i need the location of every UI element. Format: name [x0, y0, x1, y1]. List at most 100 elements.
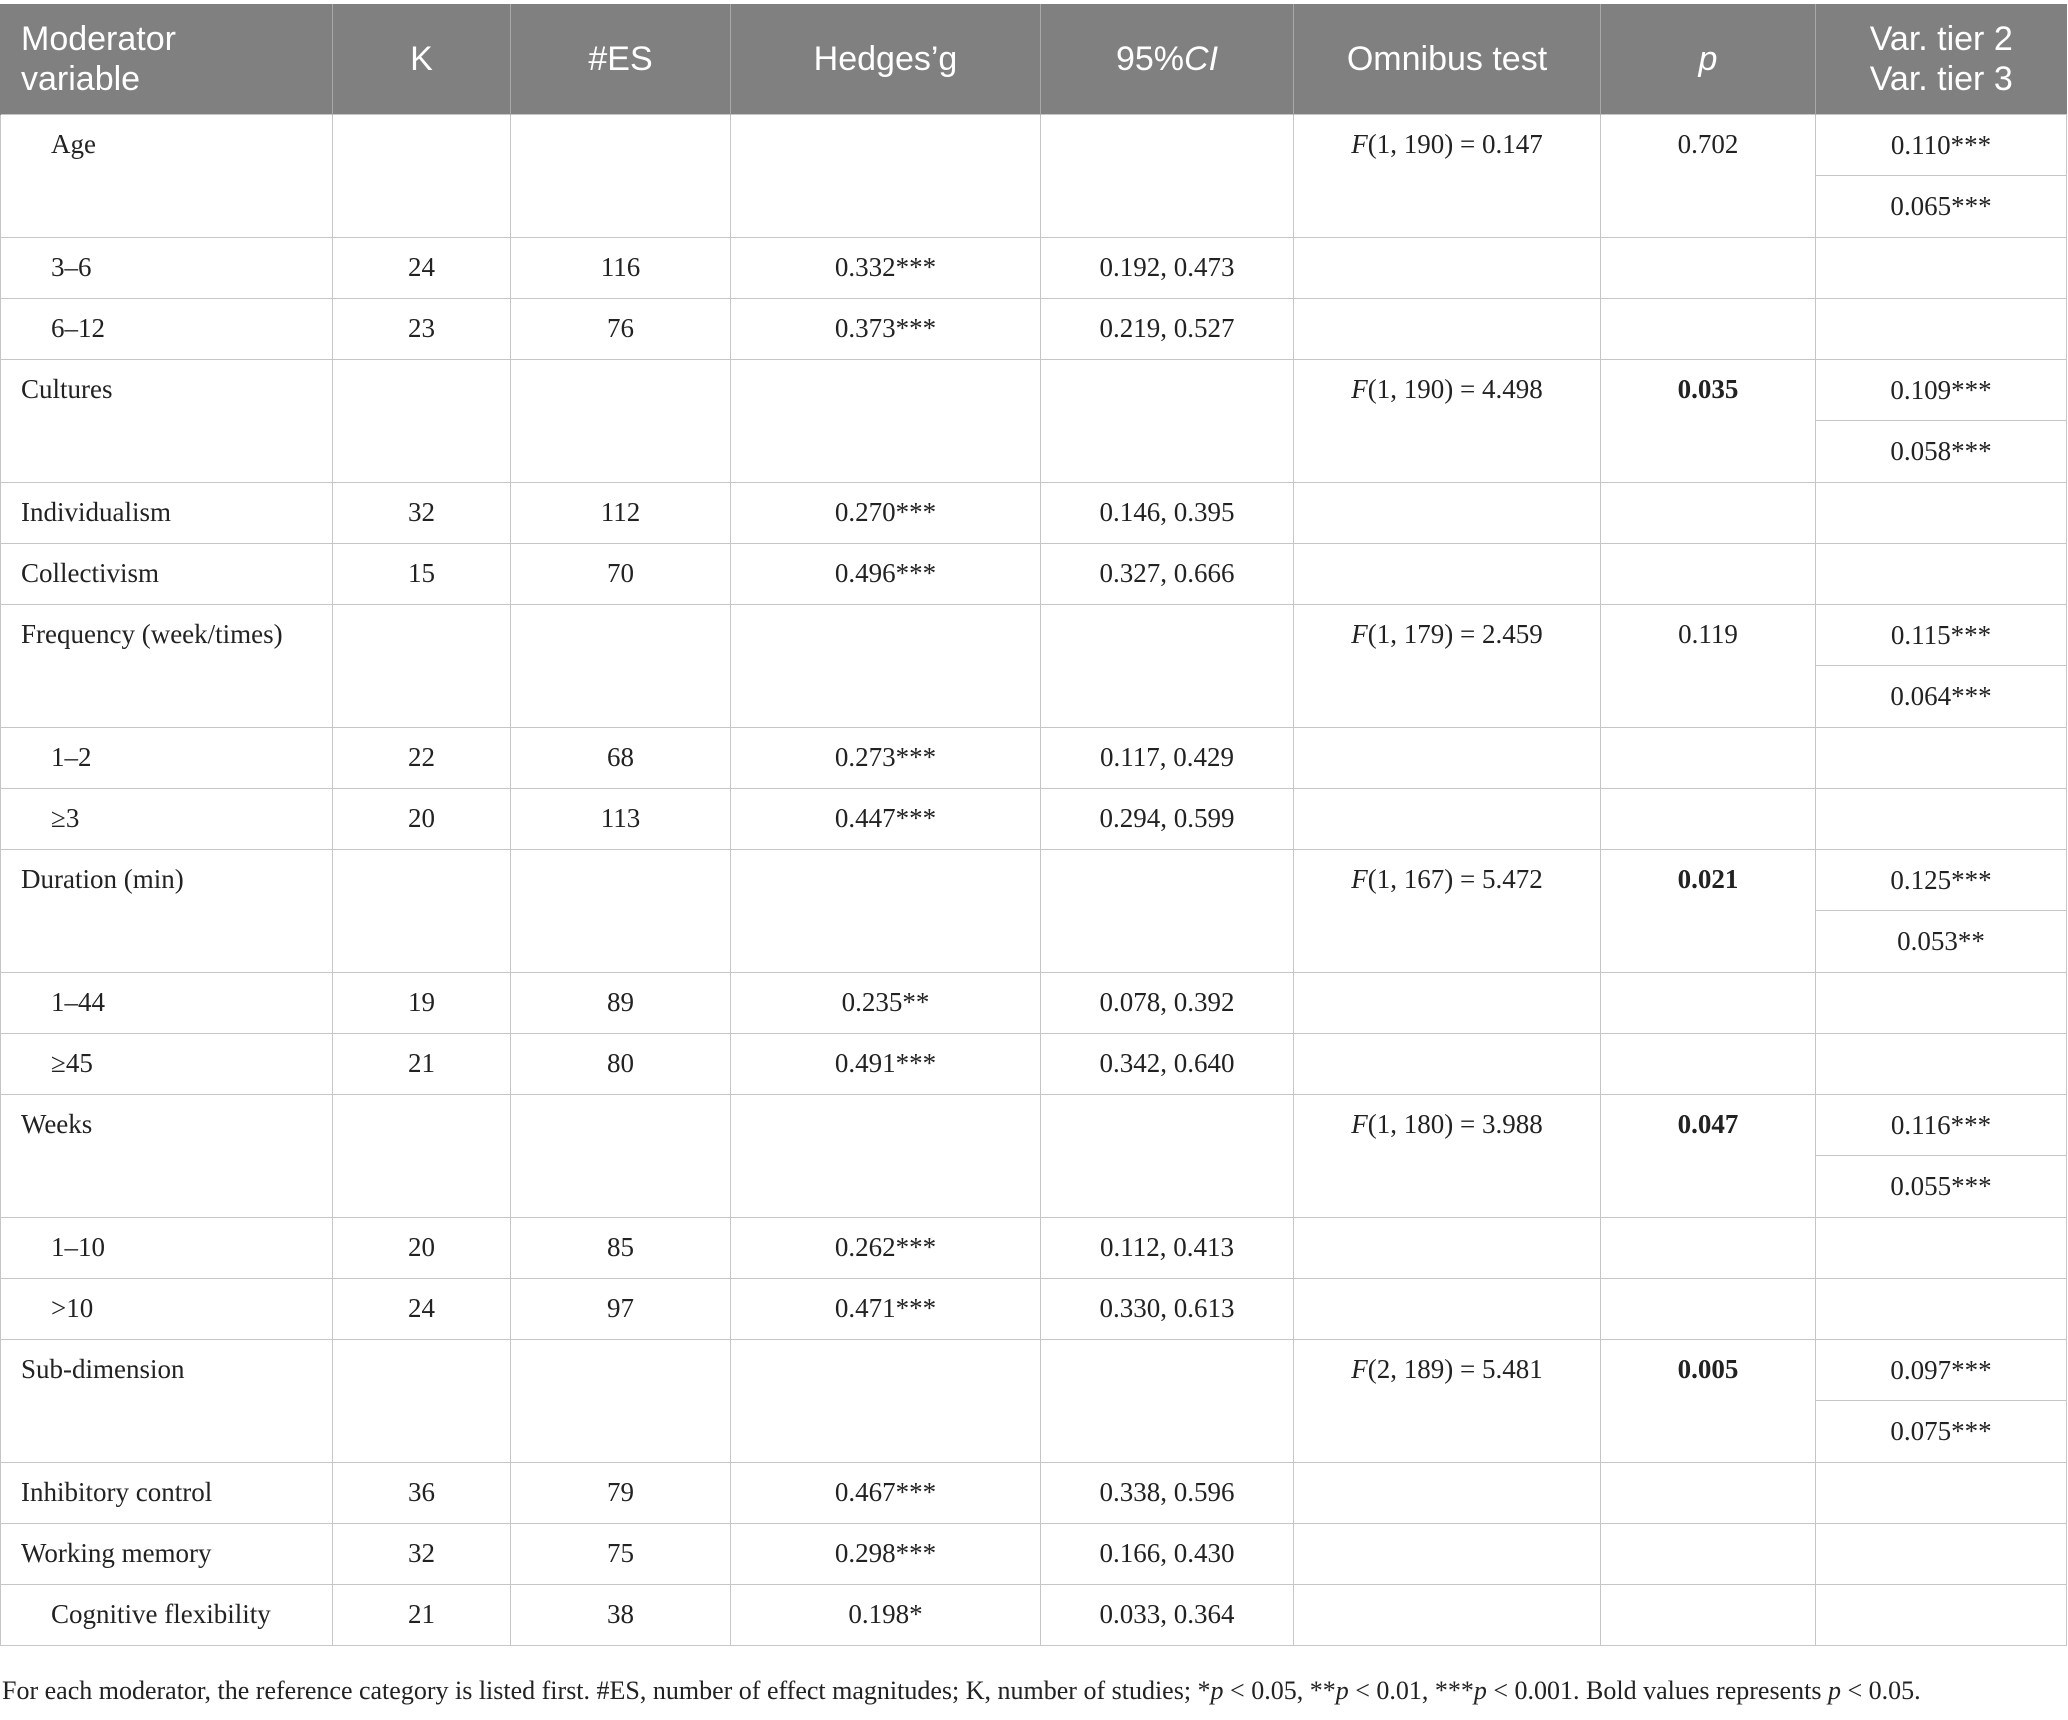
empty-cell [510, 1338, 731, 1463]
empty-cell [332, 358, 511, 483]
footnote-part1: For each moderator, the reference catego… [2, 1676, 1211, 1705]
empty-cell [1293, 787, 1601, 850]
hedges-g-cell: 0.235** [730, 971, 1041, 1034]
es-cell: 113 [510, 787, 731, 850]
es-cell: 38 [510, 1583, 731, 1646]
empty-cell [1293, 1216, 1601, 1279]
footnote-p1: p [1210, 1676, 1224, 1705]
variance-cell: 0.125*** 0.053** [1815, 848, 2067, 973]
empty-cell [1293, 1032, 1601, 1095]
empty-cell [730, 113, 1041, 238]
category-row: ≥45 21 80 0.491*** 0.342, 0.640 [0, 1032, 2067, 1095]
variance-cell: 0.116*** 0.055*** [1815, 1093, 2067, 1218]
category-row: Inhibitory control 36 79 0.467*** 0.338, 0.5… [0, 1461, 2067, 1524]
omnibus-test-cell: F(1, 167) = 5.472 [1293, 848, 1601, 973]
variance-cell: 0.115*** 0.064*** [1815, 603, 2067, 728]
hedges-g-cell: 0.373*** [730, 297, 1041, 360]
hedges-g-cell: 0.447*** [730, 787, 1041, 850]
empty-cell [730, 848, 1041, 973]
moderator-group-row: Duration (min) F(1, 167) = 5.472 0.021 0.12… [0, 848, 2067, 973]
k-cell: 24 [332, 236, 511, 299]
header-moderator-variable: Moderator variable [0, 4, 333, 114]
hedges-g-cell: 0.273*** [730, 726, 1041, 789]
footnote-part4: < 0.001. Bold values represents [1486, 1676, 1828, 1705]
table-footnote: For each moderator, the reference catego… [2, 1676, 1921, 1706]
category-row: 1–44 19 89 0.235** 0.078, 0.392 [0, 971, 2067, 1034]
omnibus-f-value: (1, 190) = 0.147 [1367, 128, 1543, 159]
category-label: Inhibitory control [0, 1461, 333, 1524]
moderator-label: Weeks [0, 1093, 333, 1218]
k-cell: 24 [332, 1277, 511, 1340]
empty-cell [1600, 1216, 1816, 1279]
omnibus-test-cell: F(1, 190) = 0.147 [1293, 113, 1601, 238]
var-tier-3-value: 0.075*** [1890, 1415, 1992, 1446]
footnote-p3: p [1473, 1676, 1487, 1705]
footnote-p4: p [1827, 1676, 1841, 1705]
ci-cell: 0.192, 0.473 [1040, 236, 1294, 299]
empty-cell [1815, 1522, 2067, 1585]
omnibus-test-cell: F(1, 179) = 2.459 [1293, 603, 1601, 728]
es-cell: 79 [510, 1461, 731, 1524]
omnibus-f-letter: F [1351, 373, 1368, 404]
empty-cell [1293, 1461, 1601, 1524]
k-cell: 21 [332, 1583, 511, 1646]
empty-cell [1815, 542, 2067, 605]
hedges-g-cell: 0.491*** [730, 1032, 1041, 1095]
footnote-part5: < 0.05. [1840, 1676, 1921, 1705]
var-tier-3-value: 0.065*** [1890, 190, 1992, 221]
es-cell: 75 [510, 1522, 731, 1585]
omnibus-f-letter: F [1351, 1353, 1368, 1384]
empty-cell [1293, 542, 1601, 605]
category-label: ≥45 [0, 1032, 333, 1095]
ci-cell: 0.342, 0.640 [1040, 1032, 1294, 1095]
empty-cell [1293, 1583, 1601, 1646]
p-value-cell: 0.119 [1600, 603, 1816, 728]
empty-cell [1815, 1032, 2067, 1095]
empty-cell [1815, 787, 2067, 850]
omnibus-f-value: (1, 179) = 2.459 [1367, 618, 1543, 649]
hedges-g-cell: 0.270*** [730, 481, 1041, 544]
empty-cell [510, 603, 731, 728]
header-var-tier-3: Var. tier 3 [1869, 59, 2013, 98]
category-row: ≥3 20 113 0.447*** 0.294, 0.599 [0, 787, 2067, 850]
k-cell: 15 [332, 542, 511, 605]
empty-cell [1040, 848, 1294, 973]
empty-cell [1815, 1461, 2067, 1524]
moderator-group-row: Cultures F(1, 190) = 4.498 0.035 0.109*** 0.… [0, 358, 2067, 483]
ci-cell: 0.146, 0.395 [1040, 481, 1294, 544]
empty-cell [1600, 481, 1816, 544]
es-cell: 97 [510, 1277, 731, 1340]
var-tier-2-value: 0.115*** [1816, 605, 2066, 666]
empty-cell [1600, 787, 1816, 850]
k-cell: 32 [332, 1522, 511, 1585]
empty-cell [1293, 971, 1601, 1034]
empty-cell [1600, 236, 1816, 299]
header-moderator-line2: variable [21, 59, 141, 98]
header-variance-tiers: Var. tier 2 Var. tier 3 [1815, 4, 2067, 114]
footnote-p2: p [1335, 1676, 1349, 1705]
empty-cell [1600, 971, 1816, 1034]
header-var-tier-2: Var. tier 2 [1869, 19, 2013, 58]
ci-cell: 0.327, 0.666 [1040, 542, 1294, 605]
empty-cell [1600, 1032, 1816, 1095]
hedges-g-cell: 0.496*** [730, 542, 1041, 605]
var-tier-2-value: 0.109*** [1816, 360, 2066, 421]
header-95-ci: 95%CI [1040, 4, 1294, 114]
hedges-g-cell: 0.298*** [730, 1522, 1041, 1585]
category-label: 1–10 [0, 1216, 333, 1279]
empty-cell [510, 848, 731, 973]
omnibus-f-letter: F [1351, 863, 1368, 894]
empty-cell [1293, 1522, 1601, 1585]
empty-cell [1040, 358, 1294, 483]
ci-cell: 0.219, 0.527 [1040, 297, 1294, 360]
empty-cell [1600, 1583, 1816, 1646]
category-label: 3–6 [0, 236, 333, 299]
empty-cell [1600, 1461, 1816, 1524]
empty-cell [1040, 1338, 1294, 1463]
category-row: 1–2 22 68 0.273*** 0.117, 0.429 [0, 726, 2067, 789]
empty-cell [332, 1093, 511, 1218]
variance-cell: 0.110*** 0.065*** [1815, 113, 2067, 238]
es-cell: 85 [510, 1216, 731, 1279]
ci-cell: 0.033, 0.364 [1040, 1583, 1294, 1646]
omnibus-test-cell: F(1, 180) = 3.988 [1293, 1093, 1601, 1218]
